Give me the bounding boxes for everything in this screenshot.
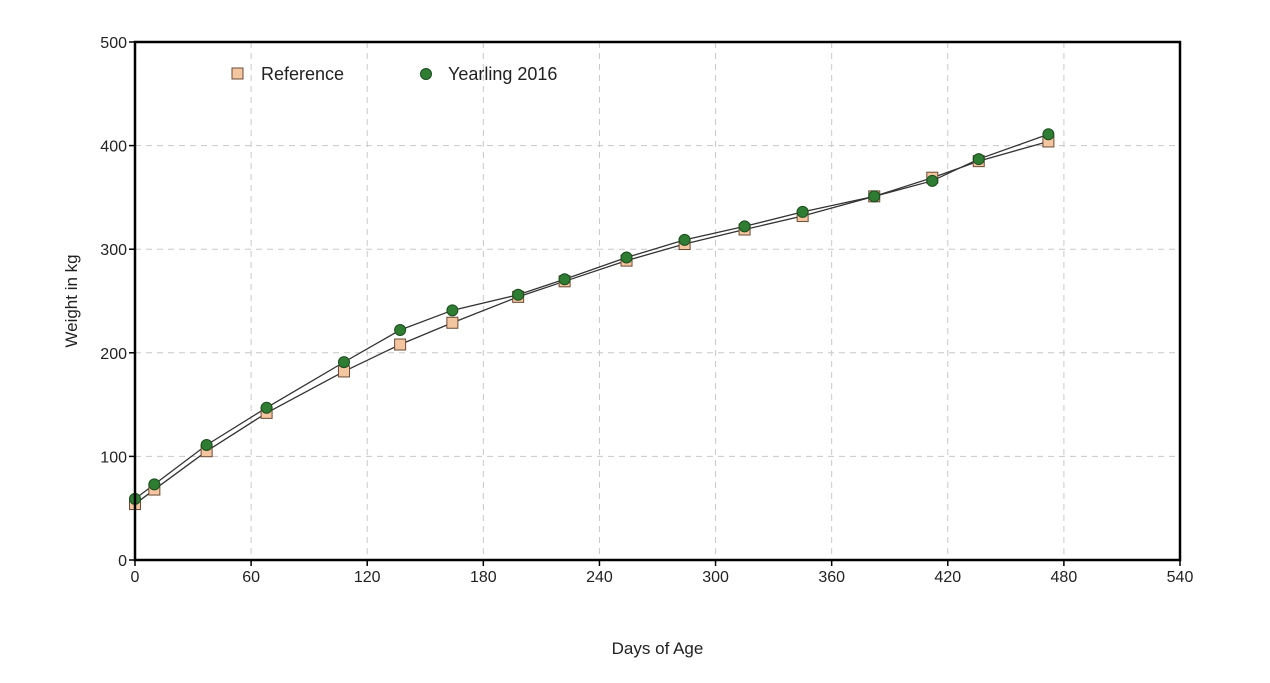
data-point-yearling-2016 (260, 401, 273, 414)
data-point-yearling-2016 (200, 439, 213, 452)
data-point-yearling-2016 (148, 478, 161, 491)
data-point-yearling-2016 (558, 273, 571, 286)
legend-marker-reference (231, 67, 244, 80)
data-point-yearling-2016 (1042, 128, 1055, 141)
data-point-yearling-2016 (620, 251, 633, 264)
legend-marker-yearling-2016 (420, 68, 432, 80)
legend-label-reference: Reference (261, 64, 344, 84)
y-tick-label: 300 (100, 242, 127, 259)
x-axis-ticks: 0 60 120 180 240 300 360 420 480 540 (131, 560, 1194, 586)
y-axis-label: Weight in kg (62, 254, 81, 347)
x-tick-label: 300 (702, 569, 729, 586)
data-point-yearling-2016 (972, 153, 985, 166)
legend: Reference Yearling 2016 (231, 64, 557, 84)
data-point-yearling-2016 (446, 304, 459, 317)
data-point-yearling-2016 (338, 356, 350, 369)
x-tick-label: 420 (934, 569, 961, 586)
x-tick-label: 540 (1167, 569, 1194, 586)
y-tick-label: 500 (100, 35, 127, 52)
series-line-0 (134, 140, 1049, 505)
data-point-yearling-2016 (678, 233, 691, 246)
data-point-yearling-2016 (512, 288, 525, 301)
x-tick-label: 180 (470, 569, 497, 586)
x-tick-label: 360 (818, 569, 845, 586)
x-tick-label: 480 (1051, 569, 1078, 586)
y-tick-label: 400 (100, 139, 127, 156)
y-tick-label: 200 (100, 346, 127, 363)
y-axis-ticks: 0 100 200 300 400 500 (100, 35, 135, 570)
data-point-reference (446, 316, 459, 329)
y-tick-label: 0 (118, 553, 127, 570)
data-point-yearling-2016 (796, 205, 809, 218)
x-tick-label: 240 (586, 569, 613, 586)
data-point-yearling-2016 (394, 324, 407, 337)
grid-lines (135, 42, 1180, 560)
x-tick-label: 0 (131, 569, 140, 586)
y-tick-label: 100 (100, 449, 127, 466)
data-point-yearling-2016 (738, 220, 751, 233)
series-markers (129, 128, 1055, 511)
x-tick-label: 120 (354, 569, 381, 586)
series-line-1 (134, 133, 1049, 500)
data-point-yearling-2016 (868, 190, 881, 203)
series-lines (134, 133, 1049, 505)
legend-label-yearling-2016: Yearling 2016 (448, 64, 557, 84)
x-tick-label: 60 (242, 569, 260, 586)
x-axis-label: Days of Age (612, 639, 704, 658)
data-point-yearling-2016 (926, 174, 939, 187)
data-point-reference (394, 338, 407, 351)
plot-area-frame (133, 40, 1182, 562)
